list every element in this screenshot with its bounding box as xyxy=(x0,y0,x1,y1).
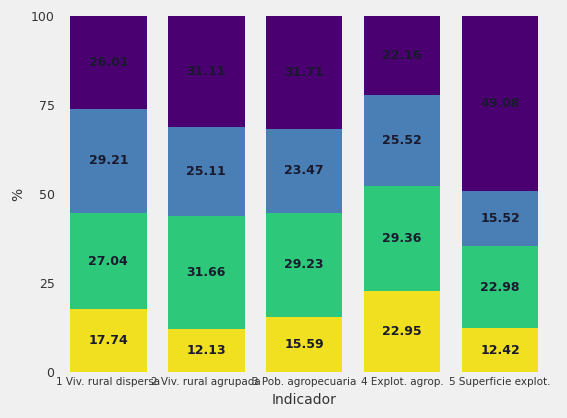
Text: 22.16: 22.16 xyxy=(382,49,422,62)
Text: 15.59: 15.59 xyxy=(285,338,324,351)
Text: 27.04: 27.04 xyxy=(88,255,128,268)
Bar xyxy=(168,329,244,372)
Text: 17.74: 17.74 xyxy=(88,334,128,347)
Bar xyxy=(70,213,146,309)
Bar xyxy=(266,213,342,317)
Text: 12.13: 12.13 xyxy=(187,344,226,357)
Bar xyxy=(168,127,244,217)
Text: 29.36: 29.36 xyxy=(383,232,422,245)
Text: 26.01: 26.01 xyxy=(88,56,128,69)
Bar xyxy=(462,246,538,328)
Bar xyxy=(70,309,146,372)
Bar xyxy=(364,291,441,372)
Bar xyxy=(462,328,538,372)
Bar xyxy=(364,16,441,95)
Bar xyxy=(462,191,538,246)
Bar xyxy=(70,109,146,213)
Text: 29.23: 29.23 xyxy=(285,258,324,271)
Text: 15.52: 15.52 xyxy=(480,212,520,225)
Bar xyxy=(266,317,342,372)
Text: 22.95: 22.95 xyxy=(382,325,422,338)
Text: 25.52: 25.52 xyxy=(382,134,422,147)
Text: 31.11: 31.11 xyxy=(187,65,226,78)
Text: 29.21: 29.21 xyxy=(88,154,128,167)
Bar xyxy=(364,186,441,291)
X-axis label: Indicador: Indicador xyxy=(272,393,337,407)
Text: 25.11: 25.11 xyxy=(187,165,226,178)
Bar xyxy=(462,16,538,191)
Y-axis label: %: % xyxy=(11,188,25,201)
Bar xyxy=(70,16,146,109)
Text: 22.98: 22.98 xyxy=(480,281,520,294)
Bar xyxy=(266,129,342,213)
Text: 31.71: 31.71 xyxy=(285,66,324,79)
Text: 31.66: 31.66 xyxy=(187,266,226,279)
Bar xyxy=(168,217,244,329)
Text: 49.08: 49.08 xyxy=(480,97,520,110)
Text: 23.47: 23.47 xyxy=(285,164,324,177)
Bar xyxy=(364,95,441,186)
Bar xyxy=(168,16,244,127)
Text: 12.42: 12.42 xyxy=(480,344,520,357)
Bar xyxy=(266,16,342,129)
